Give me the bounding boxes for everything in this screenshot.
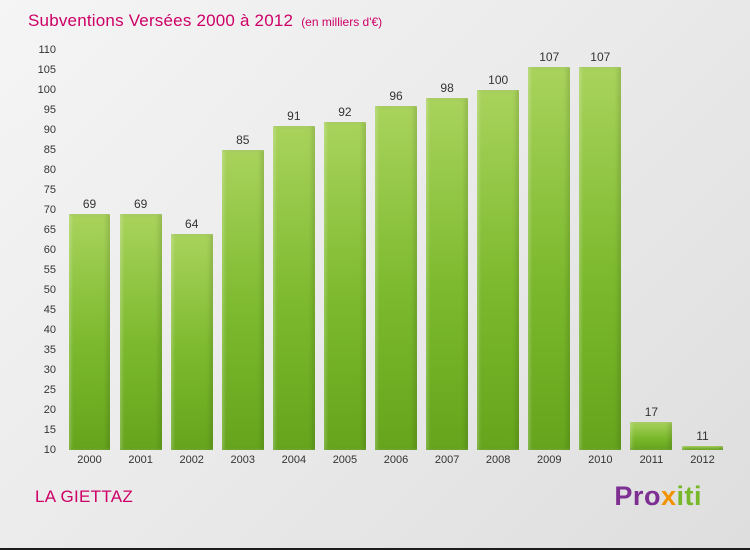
y-tick-label: 25 bbox=[43, 384, 56, 396]
bar bbox=[68, 214, 111, 450]
bar-value-label: 91 bbox=[287, 109, 301, 123]
bar-value-label: 100 bbox=[488, 73, 509, 87]
x-tick-label: 2002 bbox=[179, 454, 204, 466]
x-tick-label: 2000 bbox=[77, 454, 102, 466]
bar-value-label: 107 bbox=[590, 50, 611, 64]
bar-slot: 96 2006 bbox=[370, 50, 421, 466]
y-tick-label: 85 bbox=[43, 144, 56, 156]
proxiti-logo[interactable]: Proxiti bbox=[614, 481, 702, 512]
bar-value-label: 98 bbox=[440, 81, 454, 95]
bar-slot: 11 2012 bbox=[677, 50, 728, 466]
bar-value-label: 85 bbox=[236, 133, 250, 147]
y-tick-label: 55 bbox=[43, 264, 56, 276]
y-tick-label: 60 bbox=[43, 244, 56, 256]
bar-value-label: 92 bbox=[338, 105, 352, 119]
chart-subtitle: (en milliers d'€) bbox=[301, 15, 383, 29]
bar bbox=[630, 422, 673, 450]
x-tick-label: 2006 bbox=[383, 454, 409, 466]
bar bbox=[477, 90, 520, 450]
bar-slot: 17 2011 bbox=[626, 50, 677, 466]
bar-slot: 64 2002 bbox=[166, 50, 217, 466]
y-tick-label: 20 bbox=[43, 404, 56, 416]
chart-title: Subventions Versées 2000 à 2012 bbox=[28, 11, 294, 30]
chart-header: Subventions Versées 2000 à 2012 (en milli… bbox=[28, 11, 382, 31]
bar bbox=[426, 98, 469, 450]
x-tick-label: 2010 bbox=[588, 454, 613, 466]
footer-location-label: LA GIETTAZ bbox=[35, 487, 134, 506]
plot-area: 69 2000 69 2001 64 2002 85 2003 91 2004 92 2005 96 20… bbox=[64, 50, 728, 466]
bar-value-label: 96 bbox=[389, 89, 403, 103]
bar-value-label: 69 bbox=[133, 197, 148, 211]
y-tick-label: 40 bbox=[43, 324, 56, 336]
bar bbox=[272, 126, 315, 450]
logo-letter: i bbox=[693, 481, 702, 511]
bar bbox=[119, 214, 162, 450]
x-tick-label: 2011 bbox=[639, 454, 664, 466]
bar-value-label: 11 bbox=[696, 429, 709, 443]
bar-slot: 98 2007 bbox=[422, 50, 473, 466]
x-tick-label: 2005 bbox=[332, 454, 358, 466]
logo-letter: P bbox=[614, 481, 633, 511]
y-tick-label: 45 bbox=[43, 304, 56, 316]
x-tick-label: 2004 bbox=[281, 454, 307, 466]
x-tick-label: 2007 bbox=[434, 454, 460, 466]
logo-letter: r bbox=[632, 481, 644, 511]
y-tick-label: 35 bbox=[43, 344, 56, 356]
y-tick-label: 30 bbox=[43, 364, 56, 376]
bar-value-label: 69 bbox=[82, 197, 97, 211]
y-tick-label: 105 bbox=[37, 64, 56, 76]
bar-slot: 100 2008 bbox=[473, 50, 524, 466]
y-tick-label: 100 bbox=[37, 84, 56, 96]
logo-letter: t bbox=[684, 481, 694, 511]
y-tick-label: 80 bbox=[43, 164, 56, 176]
bar bbox=[528, 67, 571, 450]
bar bbox=[170, 234, 213, 450]
y-axis: 110 105 100 95 90 85 80 75 70 65 60 55 50 45 40 35 30 25 2… bbox=[0, 0, 56, 548]
y-tick-label: 90 bbox=[43, 124, 56, 136]
bar-slot: 85 2003 bbox=[217, 50, 268, 466]
y-tick-label: 10 bbox=[43, 444, 56, 456]
x-tick-label: 2001 bbox=[128, 454, 153, 466]
bar bbox=[681, 446, 724, 450]
bar-slot: 107 2009 bbox=[524, 50, 575, 466]
logo-letter: i bbox=[676, 481, 685, 511]
x-tick-label: 2009 bbox=[537, 454, 562, 466]
bar-value-label: 64 bbox=[185, 217, 199, 231]
y-tick-label: 75 bbox=[43, 184, 56, 196]
y-tick-label: 110 bbox=[38, 44, 56, 56]
bar-slot: 92 2005 bbox=[319, 50, 370, 466]
bar bbox=[375, 106, 417, 450]
logo-letter: o bbox=[643, 481, 661, 511]
x-tick-label: 2012 bbox=[690, 454, 715, 466]
bar-slot: 107 2010 bbox=[575, 50, 626, 466]
x-tick-label: 2003 bbox=[230, 454, 256, 466]
y-tick-label: 70 bbox=[43, 204, 56, 216]
bar-slot: 69 2001 bbox=[115, 50, 166, 466]
bar bbox=[221, 150, 264, 450]
y-tick-label: 15 bbox=[43, 424, 56, 436]
bar-value-label: 17 bbox=[644, 405, 659, 419]
bar bbox=[579, 67, 622, 450]
logo-letter: x bbox=[660, 481, 677, 511]
bar-slot: 91 2004 bbox=[268, 50, 319, 466]
y-tick-label: 95 bbox=[43, 104, 56, 116]
y-tick-label: 65 bbox=[43, 224, 56, 236]
y-tick-label: 50 bbox=[43, 284, 56, 296]
bar bbox=[323, 122, 366, 450]
bar-slot: 69 2000 bbox=[64, 50, 115, 466]
bar-value-label: 107 bbox=[539, 50, 560, 64]
x-tick-label: 2008 bbox=[485, 454, 511, 466]
